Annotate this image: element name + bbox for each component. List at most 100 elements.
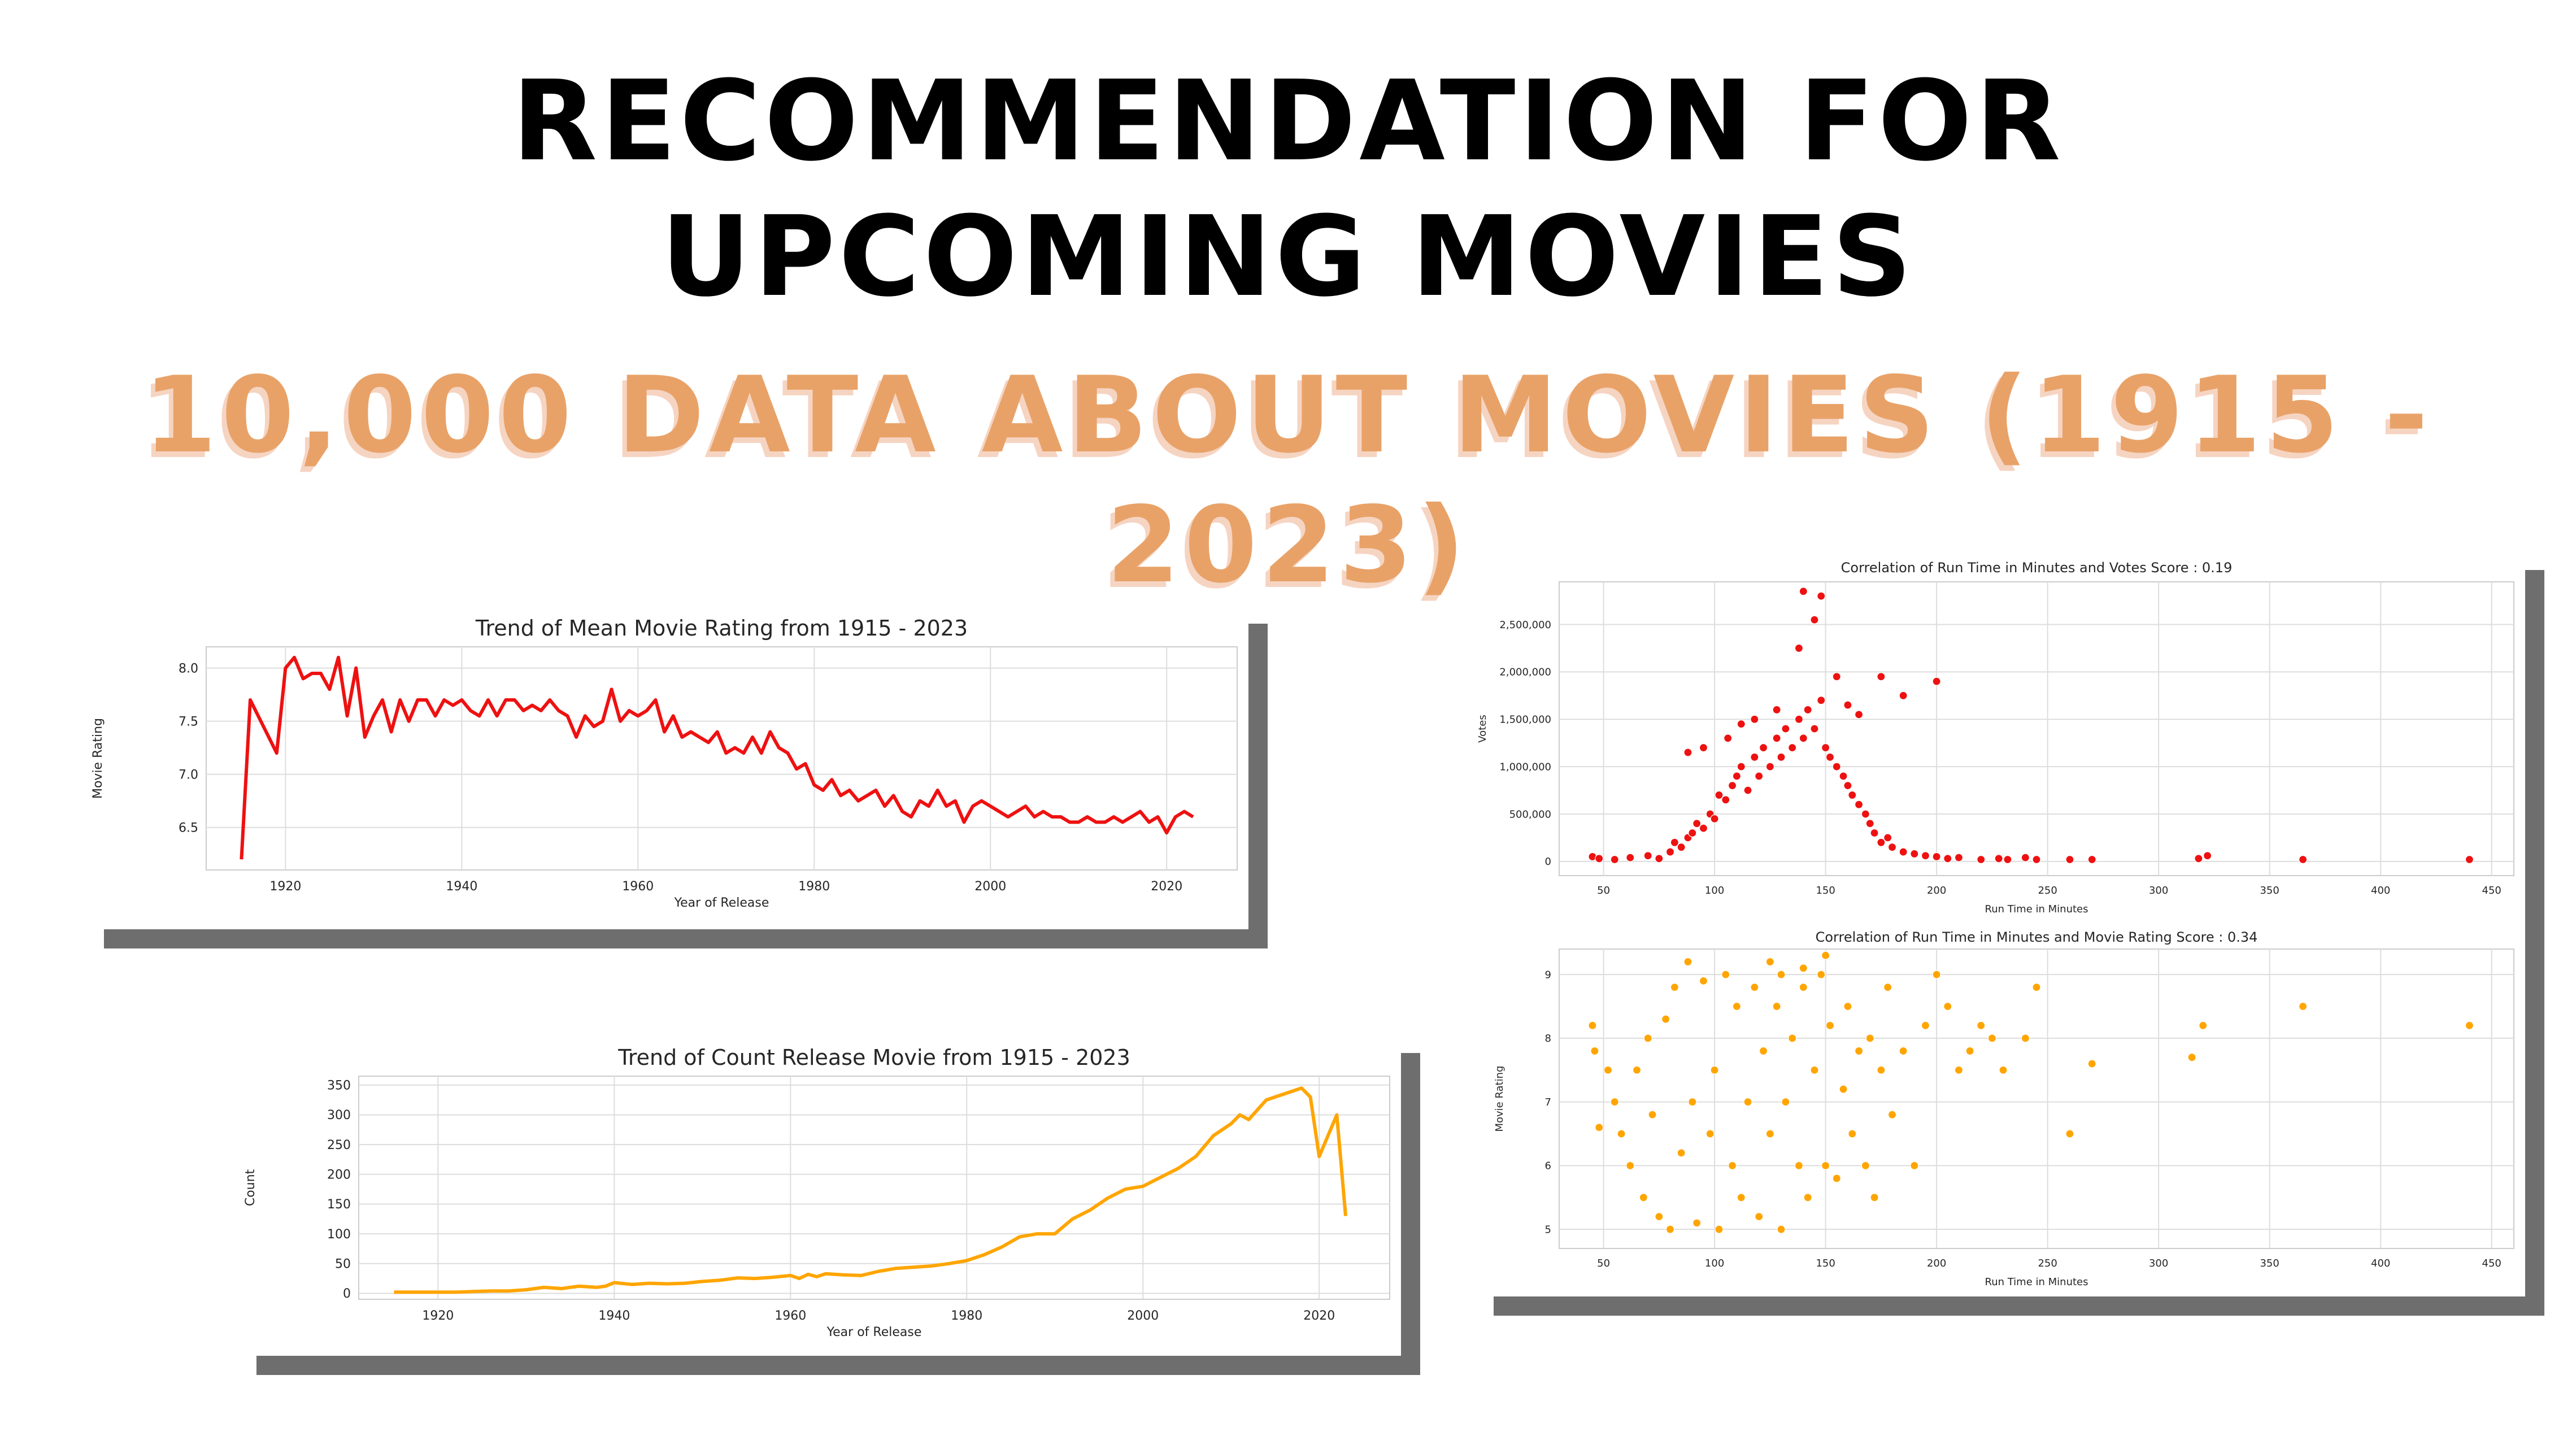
scatter-point — [1683, 957, 1692, 967]
x-tick-label: 1960 — [622, 880, 654, 894]
chart-count-trend: 1920 1940 1960 1980 2000 2020 0 50 100 150 200 250 3… — [243, 1045, 1390, 1339]
x-tick-label: 450 — [2482, 1257, 2501, 1269]
scatter-point — [1999, 1065, 2008, 1074]
scatter-point — [1994, 854, 2003, 863]
scatter-point — [1759, 743, 1768, 752]
y-axis-label: Count — [243, 1169, 258, 1206]
scatter-point — [2021, 1034, 2030, 1043]
scatter-point — [1877, 1065, 1886, 1074]
scatter-point — [2087, 1059, 2096, 1068]
x-tick-label: 1920 — [269, 880, 301, 894]
plot-area — [358, 1076, 1390, 1300]
scatter-point — [1865, 1034, 1874, 1043]
scatter-point — [2199, 1021, 2208, 1030]
scatter-point — [1710, 1065, 1719, 1074]
scatter-point — [1954, 1065, 1964, 1074]
scatter-point — [1737, 1193, 1746, 1202]
scatter-point — [1877, 672, 1886, 681]
scatter-point — [1610, 1098, 1619, 1107]
y-tick-label: 7.0 — [179, 768, 198, 782]
scatter-point — [1865, 819, 1874, 828]
scatter-point — [2032, 983, 2041, 992]
x-tick-label: 50 — [1597, 885, 1610, 897]
scatter-point — [1794, 1161, 1804, 1170]
scatter-point — [1887, 1110, 1897, 1119]
scatter-point — [1765, 762, 1774, 771]
scatter-point — [1843, 700, 1852, 710]
scatter-point — [1977, 1021, 1986, 1030]
scatter-point — [1688, 828, 1697, 838]
x-tick-label: 250 — [2038, 885, 2057, 897]
panel-rating-trend: 1920 1940 1960 1980 2000 2020 6.5 7.0 7.5 8.0 Tren… — [85, 604, 1248, 929]
chart-title: Trend of Mean Movie Rating from 1915 - 2… — [475, 616, 968, 641]
scatter-point — [1632, 1065, 1642, 1074]
scatter-point — [1715, 1225, 1724, 1234]
scatter-point — [1648, 1110, 1657, 1119]
scatter-point — [1677, 843, 1686, 852]
x-tick-label: 250 — [2038, 1257, 2057, 1269]
x-tick-label: 100 — [1705, 1257, 1724, 1269]
scatter-point — [1590, 1046, 1599, 1056]
scatter-point — [1883, 833, 1892, 842]
x-axis-label: Year of Release — [674, 896, 769, 910]
x-axis-label: Run Time in Minutes — [1985, 903, 2088, 915]
scatter-point — [1899, 1046, 1908, 1056]
x-tick-label: 2000 — [974, 880, 1006, 894]
x-tick-label: 2020 — [1151, 880, 1182, 894]
scatter-point — [1710, 814, 1719, 823]
scatter-point — [1817, 591, 1826, 601]
chart-title: Trend of Count Release Movie from 1915 -… — [617, 1045, 1130, 1070]
x-tick-label: 350 — [2260, 885, 2279, 897]
x-tick-label: 200 — [1927, 885, 1946, 897]
scatter-point — [1639, 1193, 1648, 1202]
scatter-point — [1832, 1174, 1841, 1183]
scatter-point — [1677, 1148, 1686, 1158]
scatter-point — [1643, 851, 1652, 860]
scatter-point — [1699, 743, 1708, 752]
scatter-point — [1854, 710, 1864, 719]
scatter-point — [1899, 691, 1908, 700]
scatter-point — [1861, 1161, 1870, 1170]
scatter-point — [1610, 855, 1619, 864]
scatter-point — [1743, 1098, 1752, 1107]
chart-runtime-rating: 50 100 150 200 250 300 350 400 450 5 6 7 8 9 Correlati… — [1494, 929, 2514, 1288]
scatter-point — [1932, 970, 1941, 979]
scatter-point — [1721, 970, 1730, 979]
scatter-point — [1794, 643, 1804, 653]
y-axis-label: Movie Rating — [91, 718, 105, 799]
x-tick-label: 150 — [1816, 1257, 1835, 1269]
scatter-point — [2087, 855, 2096, 864]
scatter-point — [2194, 854, 2203, 863]
scatter-point — [1943, 1002, 1952, 1011]
scatter-point — [1977, 855, 1986, 864]
scatter-point — [2065, 1129, 2074, 1138]
scatter-point — [1743, 786, 1752, 795]
scatter-point — [1661, 1015, 1670, 1024]
y-tick-label: 150 — [327, 1198, 351, 1212]
scatter-point — [1683, 748, 1692, 757]
scatter-point — [1655, 1212, 1664, 1221]
y-axis-label: Votes — [1477, 715, 1489, 742]
scatter-point — [1987, 1034, 1996, 1043]
x-tick-label: 450 — [2482, 885, 2501, 897]
x-tick-label: 1980 — [951, 1309, 982, 1323]
x-tick-label: 1960 — [774, 1309, 806, 1323]
scatter-point — [1817, 696, 1826, 705]
scatter-point — [2187, 1053, 2196, 1062]
scatter-point — [2465, 855, 2474, 864]
y-tick-label: 9 — [1545, 969, 1551, 981]
series-line — [394, 1086, 1347, 1294]
y-tick-label: 6.5 — [179, 821, 198, 835]
scatter-point — [1883, 983, 1892, 992]
scatter-point — [1772, 705, 1781, 715]
y-axis-label: Movie Rating — [1494, 1065, 1505, 1132]
scatter-point — [1870, 1193, 1879, 1202]
x-tick-label: 300 — [2149, 1257, 2168, 1269]
scatter-point — [1688, 1098, 1697, 1107]
y-tick-label: 7.5 — [179, 715, 198, 729]
subtitle: 10,000 DATA ABOUT MOVIES (1915 - 2023) — [143, 354, 2433, 606]
scatter-point — [1772, 1002, 1781, 1011]
scatter-point — [1670, 838, 1679, 847]
scatter-point — [1755, 1212, 1764, 1221]
scatter-point — [1803, 1193, 1812, 1202]
